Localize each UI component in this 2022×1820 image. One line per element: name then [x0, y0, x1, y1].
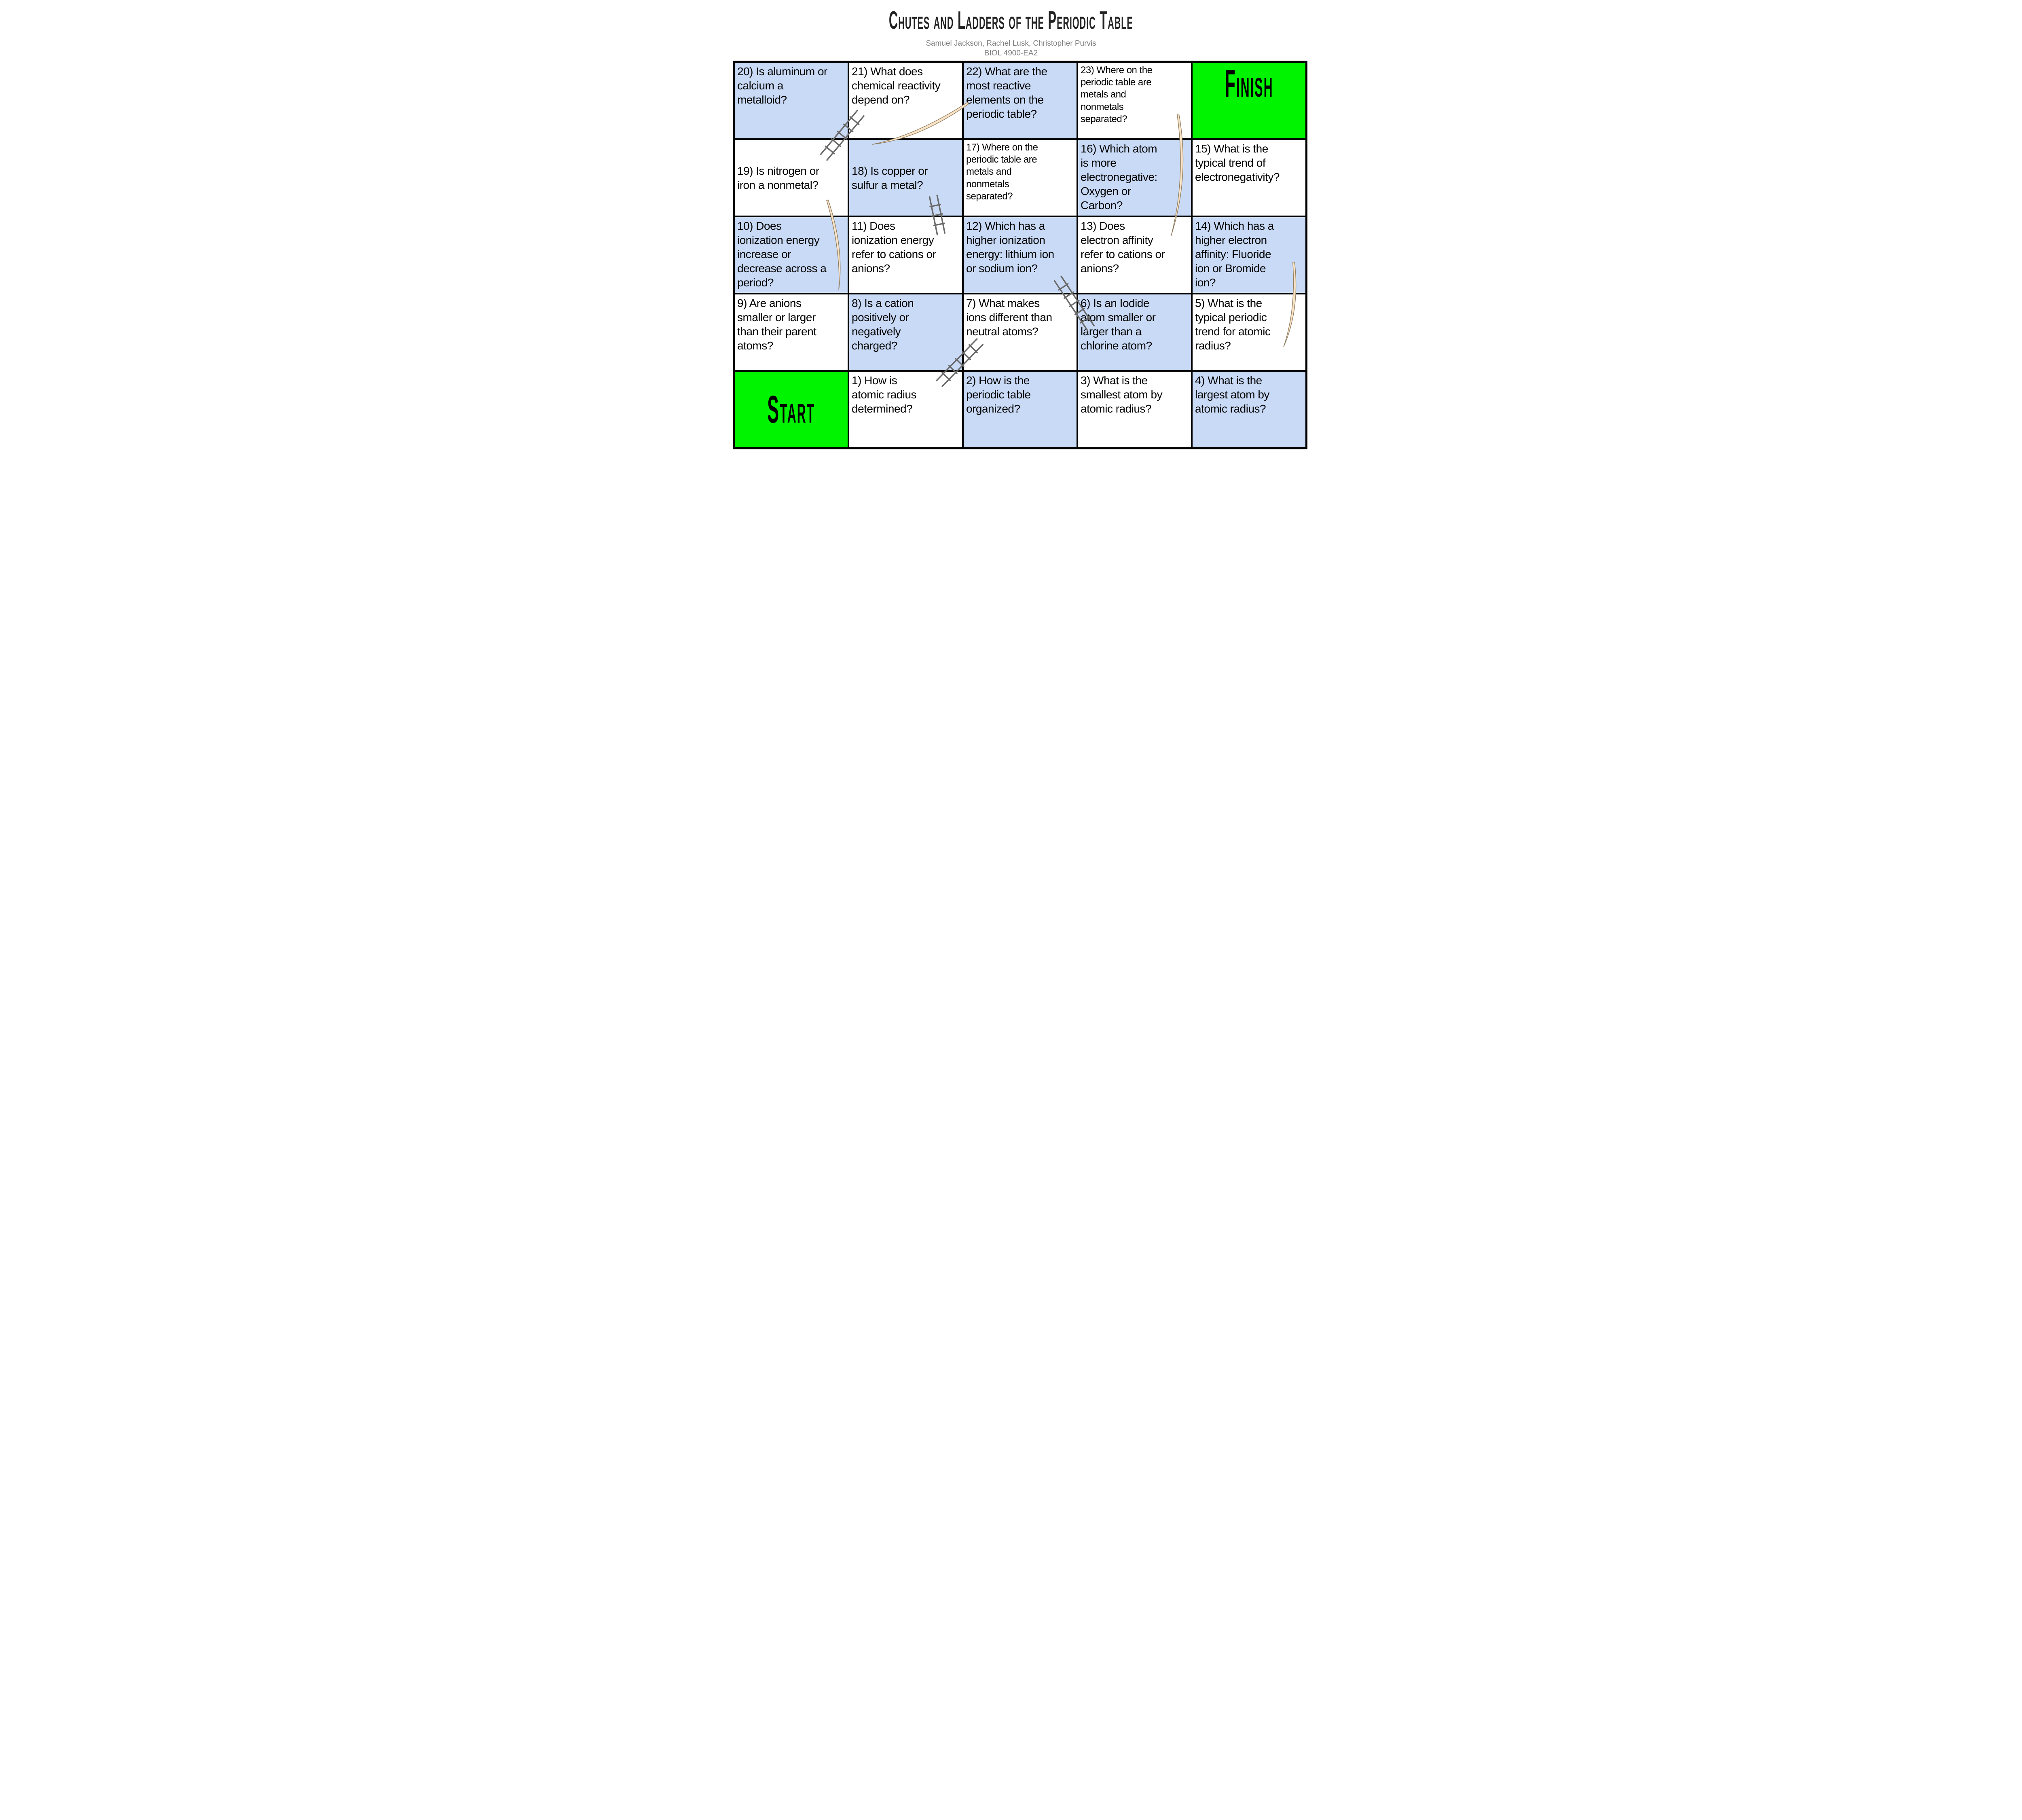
game-board-page: Chutes and Ladders of the Periodic Table… [708, 0, 1314, 455]
cell-10-text: 10) Does ionization energy increase or d… [737, 220, 827, 289]
cell-11-text: 11) Does ionization energy refer to cati… [852, 220, 936, 275]
page-title: Chutes and Ladders of the Periodic Table [708, 8, 1314, 33]
cell-21: 21) What does chemical reactivity depend… [848, 62, 963, 139]
cell-finish: Finish [1192, 62, 1306, 139]
cell-19-text: 19) Is nitrogen or iron a nonmetal? [737, 164, 819, 191]
cell-1-text: 1) How is atomic radius determined? [852, 374, 917, 415]
cell-8-text: 8) Is a cation positively or negatively … [852, 297, 914, 352]
cell-17-text: 17) Where on the periodic table are meta… [966, 142, 1038, 202]
cell-15-text: 15) What is the typical trend of electro… [1195, 142, 1280, 183]
cell-4: 4) What is the largest atom by atomic ra… [1192, 371, 1306, 448]
cell-4-text: 4) What is the largest atom by atomic ra… [1195, 374, 1269, 415]
cell-6: 6) Is an Iodide atom smaller or larger t… [1077, 294, 1192, 371]
cell-19: 19) Is nitrogen or iron a nonmetal? [734, 139, 848, 216]
authors-line: Samuel Jackson, Rachel Lusk, Christopher… [926, 39, 1096, 48]
cell-22: 22) What are the most reactive elements … [963, 62, 1077, 139]
cell-1: 1) How is atomic radius determined? [848, 371, 963, 448]
cell-18-text: 18) Is copper or sulfur a metal? [852, 164, 928, 191]
cell-13-text: 13) Does electron affinity refer to cati… [1081, 220, 1165, 275]
cell-10: 10) Does ionization energy increase or d… [734, 216, 848, 294]
cell-13: 13) Does electron affinity refer to cati… [1077, 216, 1192, 294]
cell-12: 12) Which has a higher ionization energy… [963, 216, 1077, 294]
cell-9-text: 9) Are anions smaller or larger than the… [737, 297, 816, 352]
cell-5: 5) What is the typical periodic trend fo… [1192, 294, 1306, 371]
cell-15: 15) What is the typical trend of electro… [1192, 139, 1306, 216]
cell-finish-text: Finish [1225, 62, 1273, 105]
page-title-text: Chutes and Ladders of the Periodic Table [889, 6, 1133, 34]
cell-22-text: 22) What are the most reactive elements … [966, 65, 1047, 120]
course-line: BIOL 4900-EA2 [984, 49, 1038, 57]
cell-14-text: 14) Which has a higher electron affinity… [1195, 220, 1274, 289]
cell-14: 14) Which has a higher electron affinity… [1192, 216, 1306, 294]
cell-16-text: 16) Which atom is more electronegative: … [1081, 142, 1157, 212]
cell-8: 8) Is a cation positively or negatively … [848, 294, 963, 371]
cell-9: 9) Are anions smaller or larger than the… [734, 294, 848, 371]
cell-17: 17) Where on the periodic table are meta… [963, 139, 1077, 216]
board-grid: 20) Is aluminum or calcium a metalloid? 2… [733, 61, 1307, 449]
cell-11: 11) Does ionization energy refer to cati… [848, 216, 963, 294]
cell-7-text: 7) What makes ions different than neutra… [966, 297, 1052, 338]
cell-18: 18) Is copper or sulfur a metal? [848, 139, 963, 216]
cell-20: 20) Is aluminum or calcium a metalloid? [734, 62, 848, 139]
cell-16: 16) Which atom is more electronegative: … [1077, 139, 1192, 216]
cell-start-text: Start [767, 387, 815, 431]
cell-21-text: 21) What does chemical reactivity depend… [852, 65, 941, 106]
cell-12-text: 12) Which has a higher ionization energy… [966, 220, 1054, 275]
cell-3-text: 3) What is the smallest atom by atomic r… [1081, 374, 1163, 415]
cell-start: Start [734, 371, 848, 448]
cell-6-text: 6) Is an Iodide atom smaller or larger t… [1081, 297, 1156, 352]
cell-2-text: 2) How is the periodic table organized? [966, 374, 1031, 415]
cell-7: 7) What makes ions different than neutra… [963, 294, 1077, 371]
cell-20-text: 20) Is aluminum or calcium a metalloid? [737, 65, 827, 106]
cell-5-text: 5) What is the typical periodic trend fo… [1195, 297, 1271, 352]
cell-23: 23) Where on the periodic table are meta… [1077, 62, 1192, 139]
cell-23-text: 23) Where on the periodic table are meta… [1081, 65, 1153, 125]
cell-3: 3) What is the smallest atom by atomic r… [1077, 371, 1192, 448]
cell-2: 2) How is the periodic table organized? [963, 371, 1077, 448]
